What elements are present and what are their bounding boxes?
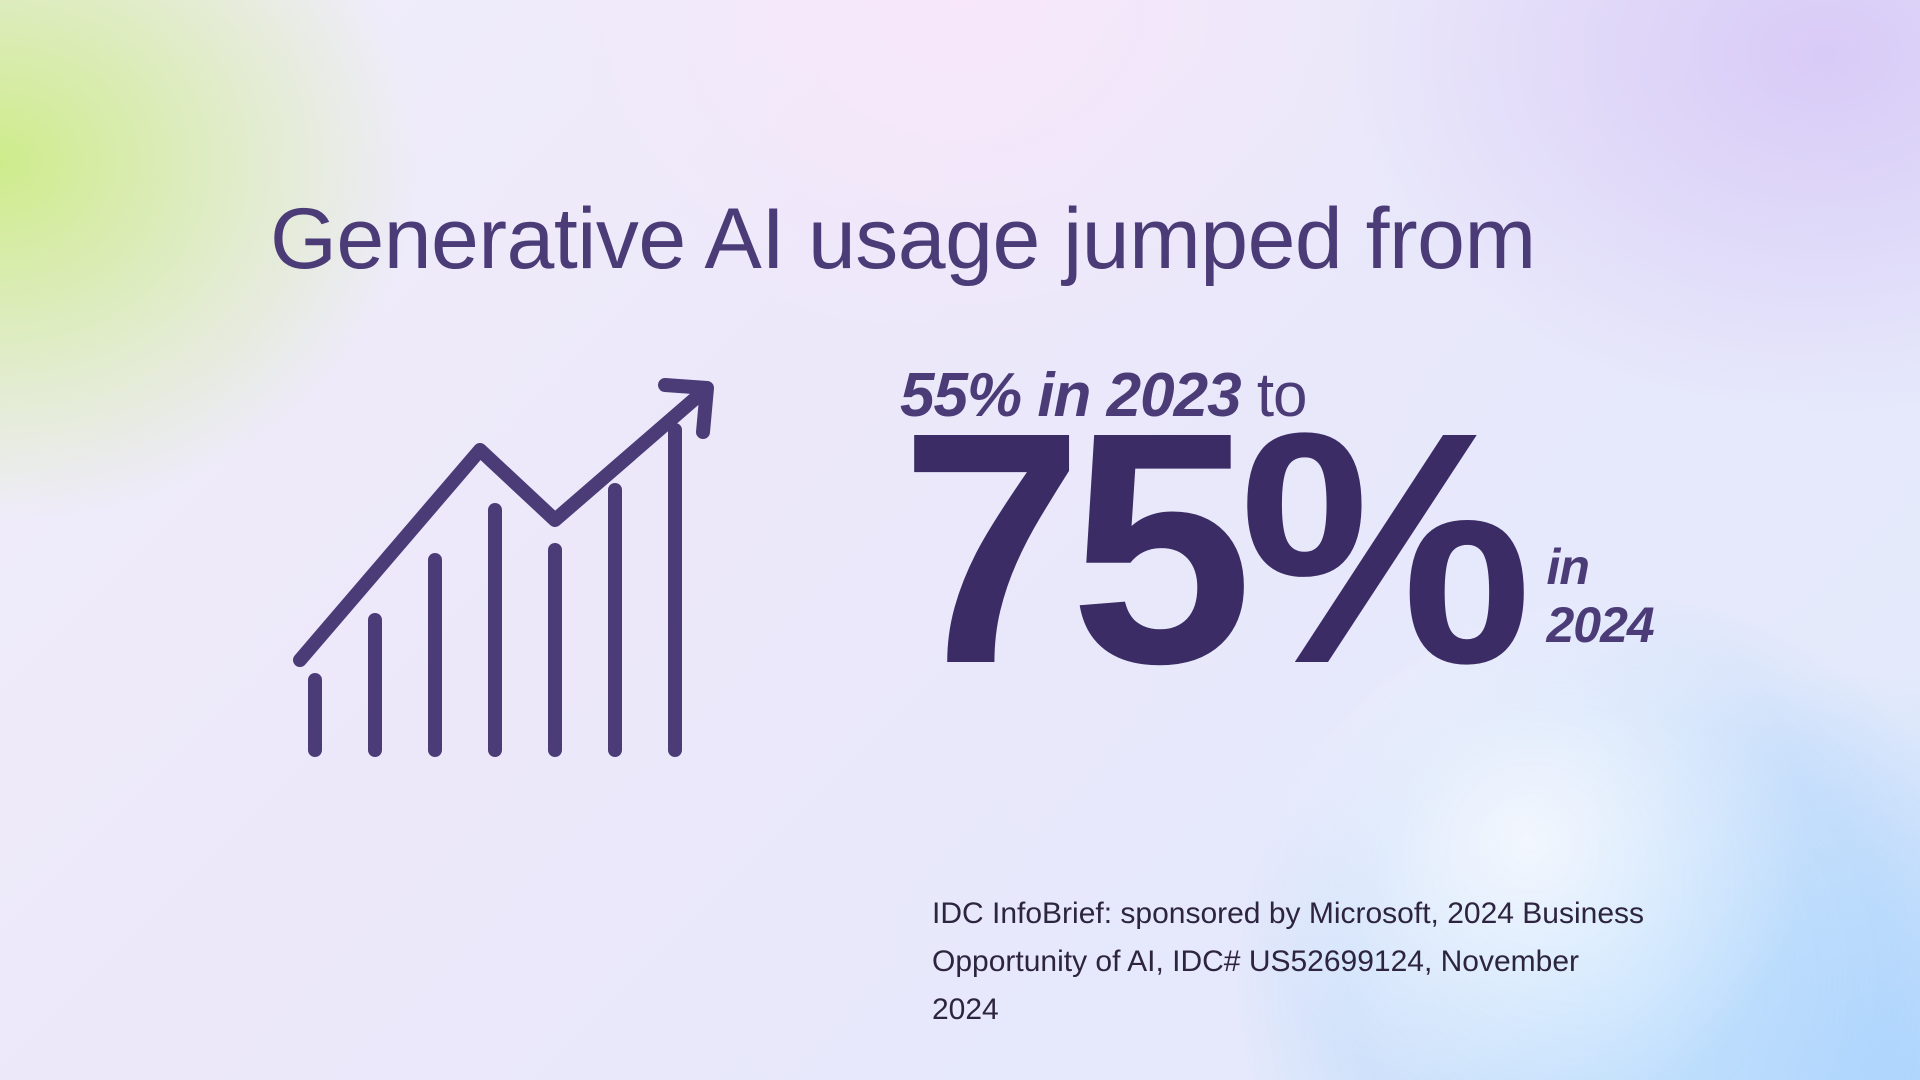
citation-line-2: Opportunity of AI, IDC# US52699124, Nove…	[932, 938, 1652, 1034]
stats-block: 55% in 2023 to 75% in 2024	[900, 360, 1700, 684]
headline-text: Generative AI usage jumped from	[270, 190, 1536, 289]
growth-chart-icon	[260, 370, 770, 770]
citation-text: IDC InfoBrief: sponsored by Microsoft, 2…	[932, 890, 1652, 1034]
infographic-content: Generative AI usage jumped from 55% in 2…	[0, 0, 1920, 1080]
curr-year: in 2024	[1546, 538, 1700, 654]
curr-value: 75%	[900, 413, 1518, 684]
citation-line-1: IDC InfoBrief: sponsored by Microsoft, 2…	[932, 890, 1652, 938]
current-stat-row: 75% in 2024	[900, 413, 1700, 684]
